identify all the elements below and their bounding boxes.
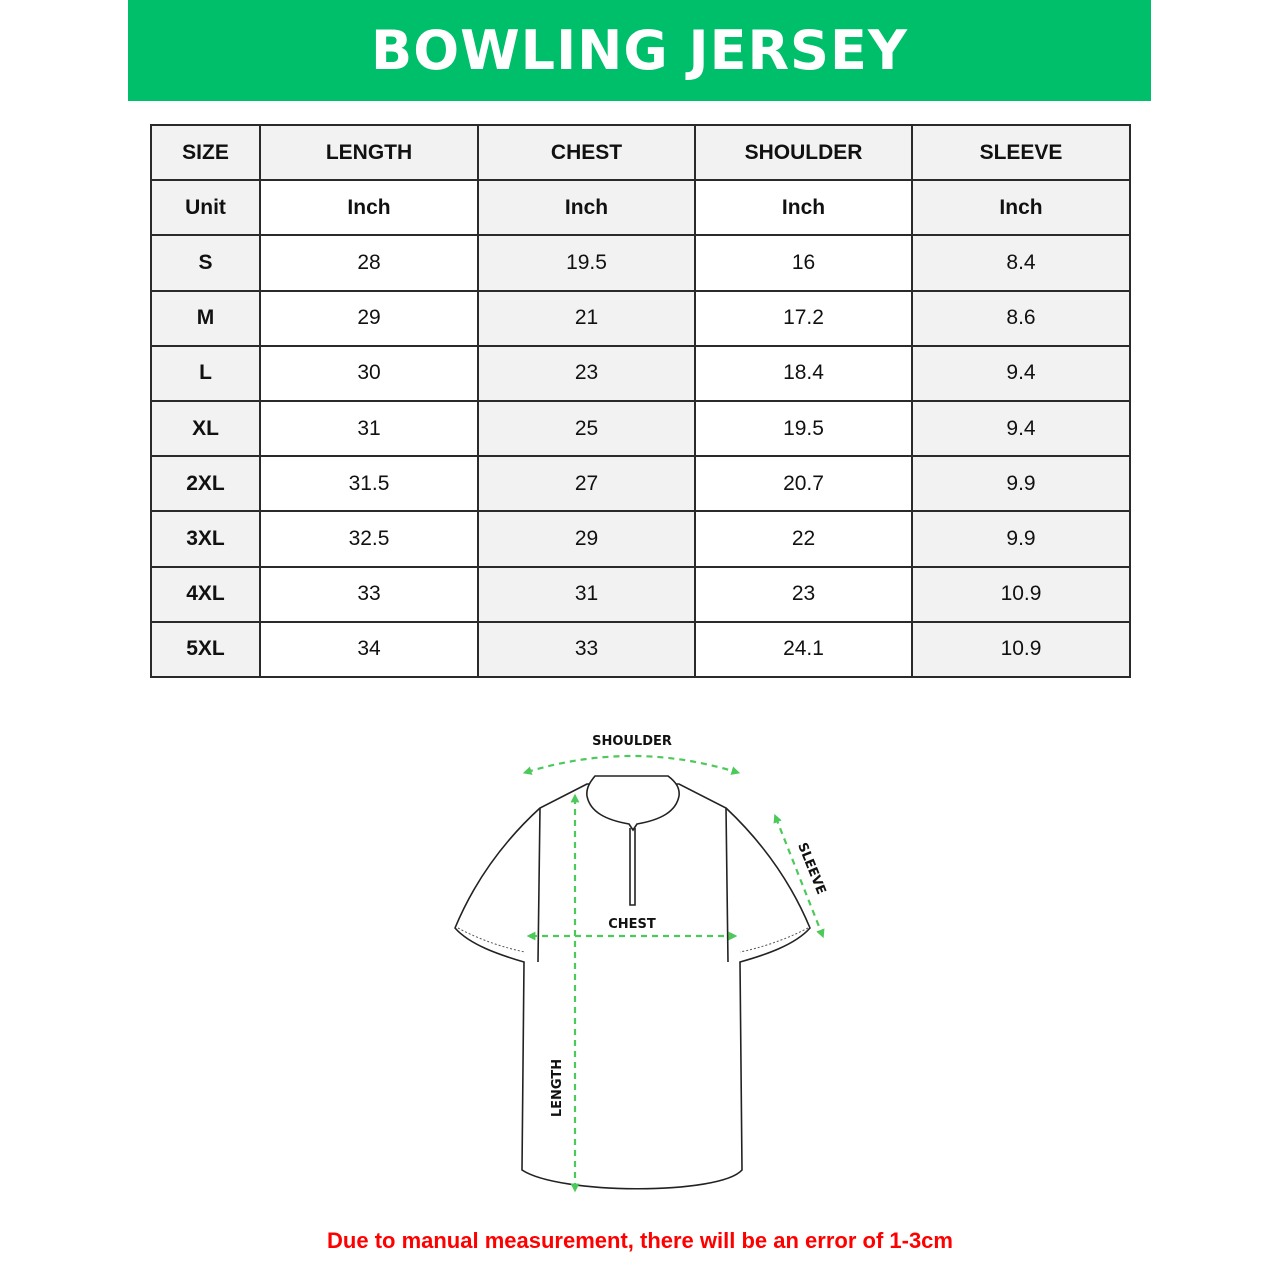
table-cell: 9.9 xyxy=(911,455,1131,513)
size-chart-table: SIZE LENGTH CHEST SHOULDER SLEEVE Unit Inch Inc… xyxy=(150,123,1131,678)
table-cell: 29 xyxy=(259,289,479,347)
table-cell: 20.7 xyxy=(694,455,913,513)
table-cell: Inch xyxy=(477,179,696,237)
table-cell: SLEEVE xyxy=(911,123,1131,182)
table-cell: 10.9 xyxy=(911,565,1131,623)
table-cell: 18.4 xyxy=(694,344,913,402)
sleeve-arrow xyxy=(773,813,825,939)
table-cell: 22 xyxy=(694,510,913,568)
table-cell: 19.5 xyxy=(694,399,913,458)
table-row: 5XL 34 33 24.1 10.9 xyxy=(150,620,1131,678)
table-cell: 33 xyxy=(259,565,479,623)
table-cell: 10.9 xyxy=(911,620,1131,678)
table-cell: 23 xyxy=(477,344,696,402)
table-cell: 4XL xyxy=(150,565,261,623)
table-cell: 21 xyxy=(477,289,696,347)
table-cell: 31 xyxy=(477,565,696,623)
table-cell: 27 xyxy=(477,455,696,513)
table-row: 4XL 33 31 23 10.9 xyxy=(150,565,1131,623)
table-cell: 33 xyxy=(477,620,696,678)
table-cell: 34 xyxy=(259,620,479,678)
shoulder-label: SHOULDER xyxy=(592,734,672,749)
table-cell: 8.4 xyxy=(911,234,1131,292)
table-cell: M xyxy=(150,289,261,347)
table-cell: Inch xyxy=(259,179,479,237)
table-cell: 25 xyxy=(477,399,696,458)
table-cell: 30 xyxy=(259,344,479,402)
table-cell: XL xyxy=(150,399,261,458)
table-cell: 3XL xyxy=(150,510,261,568)
table-cell: LENGTH xyxy=(259,123,479,182)
table-cell: 9.4 xyxy=(911,399,1131,458)
table-cell: L xyxy=(150,344,261,402)
table-cell: CHEST xyxy=(477,123,696,182)
title-banner: BOWLING JERSEY xyxy=(128,0,1151,101)
table-cell: Inch xyxy=(911,179,1131,237)
table-cell: 9.4 xyxy=(911,344,1131,402)
table-row: L 30 23 18.4 9.4 xyxy=(150,344,1131,402)
table-cell: 5XL xyxy=(150,620,261,678)
table-cell: 29 xyxy=(477,510,696,568)
table-row: XL 31 25 19.5 9.4 xyxy=(150,399,1131,458)
jersey-diagram: SHOULDER CHEST SLEEVE LENGTH xyxy=(454,734,828,1193)
jersey-outline xyxy=(454,775,811,1190)
table-cell: 23 xyxy=(694,565,913,623)
table-cell: 31.5 xyxy=(259,455,479,513)
page-title: BOWLING JERSEY xyxy=(371,19,908,82)
table-row: 3XL 32.5 29 22 9.9 xyxy=(150,510,1131,568)
table-cell: S xyxy=(150,234,261,292)
table-cell: Unit xyxy=(150,179,261,237)
table-cell: 24.1 xyxy=(694,620,913,678)
table-cell: 9.9 xyxy=(911,510,1131,568)
table-cell: SIZE xyxy=(150,123,261,182)
length-label: LENGTH xyxy=(550,1059,565,1117)
table-row: M 29 21 17.2 8.6 xyxy=(150,289,1131,347)
table-cell: 16 xyxy=(694,234,913,292)
table-cell: 28 xyxy=(259,234,479,292)
table-cell: 17.2 xyxy=(694,289,913,347)
chest-label: CHEST xyxy=(608,917,656,932)
table-cell: 31 xyxy=(259,399,479,458)
table-cell: 32.5 xyxy=(259,510,479,568)
shoulder-arrow xyxy=(522,754,741,775)
measurement-note: Due to manual measurement, there will be… xyxy=(327,1228,953,1253)
table-row: S 28 19.5 16 8.4 xyxy=(150,234,1131,292)
sleeve-label: SLEEVE xyxy=(794,841,828,897)
table-cell: Inch xyxy=(694,179,913,237)
table-row: 2XL 31.5 27 20.7 9.9 xyxy=(150,455,1131,513)
table-unit-row: Unit Inch Inch Inch Inch xyxy=(150,179,1131,237)
table-header-row: SIZE LENGTH CHEST SHOULDER SLEEVE xyxy=(150,123,1131,182)
table-cell: 2XL xyxy=(150,455,261,513)
table-cell: 8.6 xyxy=(911,289,1131,347)
table-cell: SHOULDER xyxy=(694,123,913,182)
table-cell: 19.5 xyxy=(477,234,696,292)
